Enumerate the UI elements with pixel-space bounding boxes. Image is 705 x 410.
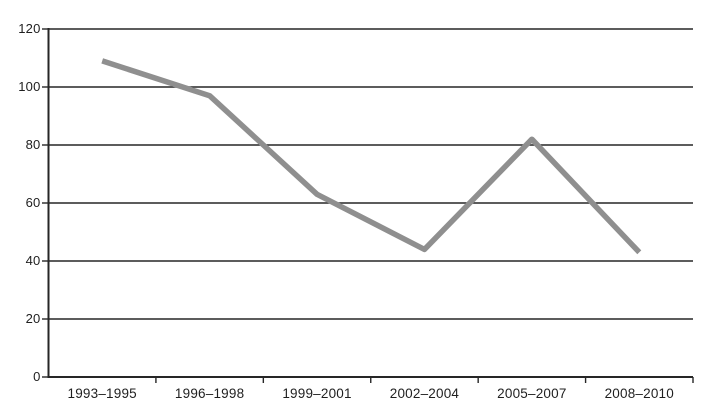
x-axis-category-label: 1999–2001	[282, 386, 352, 401]
x-axis-category-label: 2002–2004	[389, 386, 460, 401]
x-axis-category-label: 1996–1998	[174, 386, 245, 401]
y-axis-tick-label: 0	[33, 369, 41, 384]
y-axis-tick-label: 120	[18, 21, 41, 36]
data-series-layer	[101, 58, 642, 255]
x-axis-category-label: 2008–2010	[604, 386, 674, 401]
data-series-line	[101, 58, 642, 255]
x-axis-category-label: 2005–2007	[497, 386, 567, 401]
y-axis-tick-label: 20	[25, 311, 41, 326]
y-axis-tick-label: 100	[18, 79, 41, 94]
y-axis-tick-label: 80	[25, 137, 41, 152]
axis-ticks	[42, 28, 694, 383]
x-axis-category-label: 1993–1995	[67, 386, 137, 401]
gridlines	[48, 28, 693, 320]
y-axis-tick-label: 60	[25, 195, 41, 210]
y-axis-tick-label: 40	[25, 253, 41, 268]
